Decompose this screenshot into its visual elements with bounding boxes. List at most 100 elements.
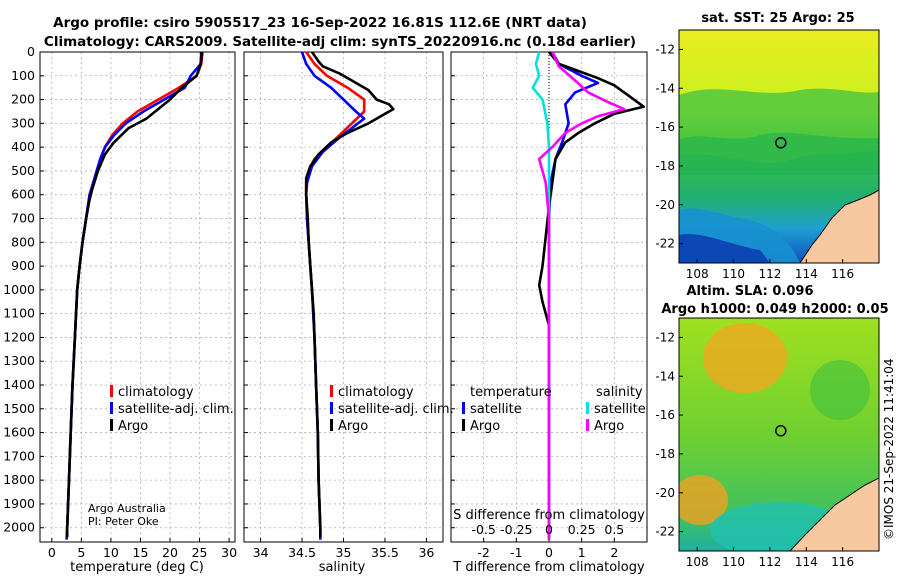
xtick-label: 2 — [610, 545, 618, 560]
ytick-label: 1100 — [3, 306, 35, 321]
map-xtick-label: 112 — [758, 555, 781, 569]
legend-marker-satellite-adj — [330, 402, 333, 414]
legend-marker-climatology — [330, 385, 333, 397]
timestamp-watermark: ©IMOS 21-Sep-2022 11:41:04 — [882, 358, 896, 540]
s-xtick-label: 0.5 — [604, 522, 624, 537]
sst-mid-band — [679, 132, 879, 175]
sst-map-ticks: 108 110 112 114 116 -12 -14 -16 -18 -20 -22 — [655, 42, 854, 281]
sst-map-frame — [678, 29, 880, 264]
temperature-xlabel: temperature (deg C) — [70, 560, 204, 575]
xtick-label: -2 — [477, 545, 489, 560]
s-xtick-label: 0.25 — [568, 522, 596, 537]
temperature-grid — [40, 51, 235, 542]
ytick-label: 100 — [11, 68, 35, 83]
xtick-label: 35 — [336, 545, 352, 560]
s-xtick-label: -0.25 — [500, 522, 532, 537]
xtick-label: 35.5 — [371, 545, 399, 560]
map-ytick-label: -22 — [655, 525, 675, 539]
series-line-s-argo — [537, 51, 626, 540]
ytick-label: 600 — [11, 187, 35, 202]
sst-map: sat. SST: 25 Argo: 25 108 110 112 114 116 -12… — [655, 11, 880, 281]
legend-label-argo: Argo — [338, 419, 368, 434]
legend-label-t-satellite: satellite — [470, 402, 522, 417]
sla-green-patch — [810, 360, 870, 420]
legend-marker-argo — [330, 419, 333, 431]
sla-high-patch — [703, 323, 787, 393]
temperature-panel: 0100200300400500600700800900100011001200… — [3, 44, 237, 575]
legend-marker-argo — [110, 419, 113, 431]
sla-map-ticks: 108 110 112 114 116 -12 -14 -16 -18 -20 -22 — [655, 330, 854, 569]
legend-marker-climatology — [110, 385, 113, 397]
ytick-label: 300 — [11, 115, 35, 130]
s-xtick-label: -0.5 — [471, 522, 495, 537]
ytick-label: 0 — [27, 44, 35, 59]
xtick-label: 34 — [253, 545, 269, 560]
map-xtick-label: 114 — [795, 267, 818, 281]
legend-marker-s-argo — [586, 419, 589, 431]
ytick-label: 1300 — [3, 353, 35, 368]
legend-marker-t-argo — [462, 419, 465, 431]
ytick-label: 400 — [11, 139, 35, 154]
difference-legend-temperature: temperature satellite Argo — [462, 385, 552, 434]
ytick-label: 1900 — [3, 496, 35, 511]
map-ytick-label: -14 — [655, 81, 675, 95]
credit-line2: PI: Peter Oke — [88, 515, 159, 528]
sla-land — [789, 477, 879, 551]
difference-lines — [531, 51, 646, 540]
ytick-label: 1500 — [3, 401, 35, 416]
s-xtick-label: 0 — [545, 522, 553, 537]
figure-title-line1: Argo profile: csiro 5905517_23 16-Sep-20… — [53, 15, 587, 31]
series-line-argo — [65, 51, 204, 538]
xtick-label: 5 — [77, 545, 85, 560]
legend-label-t-argo: Argo — [470, 419, 500, 434]
map-xtick-label: 112 — [758, 267, 781, 281]
temperature-axes-frame — [39, 51, 236, 543]
sst-map-title: sat. SST: 25 Argo: 25 — [701, 11, 854, 26]
ytick-label: 1700 — [3, 448, 35, 463]
map-xtick-label: 110 — [722, 267, 745, 281]
legend-title-salinity: salinity — [596, 385, 643, 400]
ytick-label: 1600 — [3, 425, 35, 440]
series-line-s-satellite — [531, 51, 551, 540]
map-xtick-label: 108 — [686, 555, 709, 569]
figure-title-line2: Climatology: CARS2009. Satellite-adj cli… — [44, 34, 636, 50]
ytick-label: 1200 — [3, 329, 35, 344]
s-difference-xlabel: S difference from climatology — [453, 508, 645, 523]
map-xtick-label: 108 — [686, 267, 709, 281]
map-ytick-label: -18 — [655, 159, 675, 173]
map-ytick-label: -16 — [655, 408, 675, 422]
legend-marker-s-satellite — [586, 402, 589, 414]
difference-ticks: -2 -1 0 1 2 — [451, 51, 618, 560]
credit-line1: Argo Australia — [88, 502, 166, 515]
legend-label-s-argo: Argo — [594, 419, 624, 434]
ytick-label: 1800 — [3, 472, 35, 487]
xtick-label: 0 — [48, 545, 56, 560]
salinity-legend: climatology satellite-adj. clim. Argo — [330, 385, 454, 434]
xtick-label: 10 — [103, 545, 119, 560]
sla-map: Altim. SLA: 0.096 Argo h1000: 0.049 h200… — [655, 284, 888, 569]
salinity-lines — [300, 51, 395, 540]
temperature-legend: climatology satellite-adj. clim. Argo — [110, 385, 234, 434]
xtick-label: 1 — [578, 545, 586, 560]
map-ytick-label: -12 — [655, 330, 675, 344]
legend-title-temperature: temperature — [470, 385, 552, 400]
ytick-label: 2000 — [3, 520, 35, 535]
legend-label-climatology: climatology — [338, 385, 414, 400]
salinity-xlabel: salinity — [319, 560, 366, 575]
ytick-label: 700 — [11, 211, 35, 226]
ytick-label: 200 — [11, 92, 35, 107]
xtick-label: -1 — [510, 545, 522, 560]
sst-argo-location-marker — [775, 137, 787, 149]
map-ytick-label: -18 — [655, 447, 675, 461]
legend-label-s-satellite: satellite — [594, 402, 646, 417]
legend-marker-satellite-adj — [110, 402, 113, 414]
series-line-argo — [304, 51, 395, 538]
ytick-label: 1000 — [3, 282, 35, 297]
map-xtick-label: 114 — [795, 555, 818, 569]
legend-label-satellite-adj: satellite-adj. clim. — [118, 402, 234, 417]
map-xtick-label: 110 — [722, 555, 745, 569]
legend-label-argo: Argo — [118, 419, 148, 434]
sst-land — [799, 189, 879, 263]
map-ytick-label: -20 — [655, 486, 675, 500]
